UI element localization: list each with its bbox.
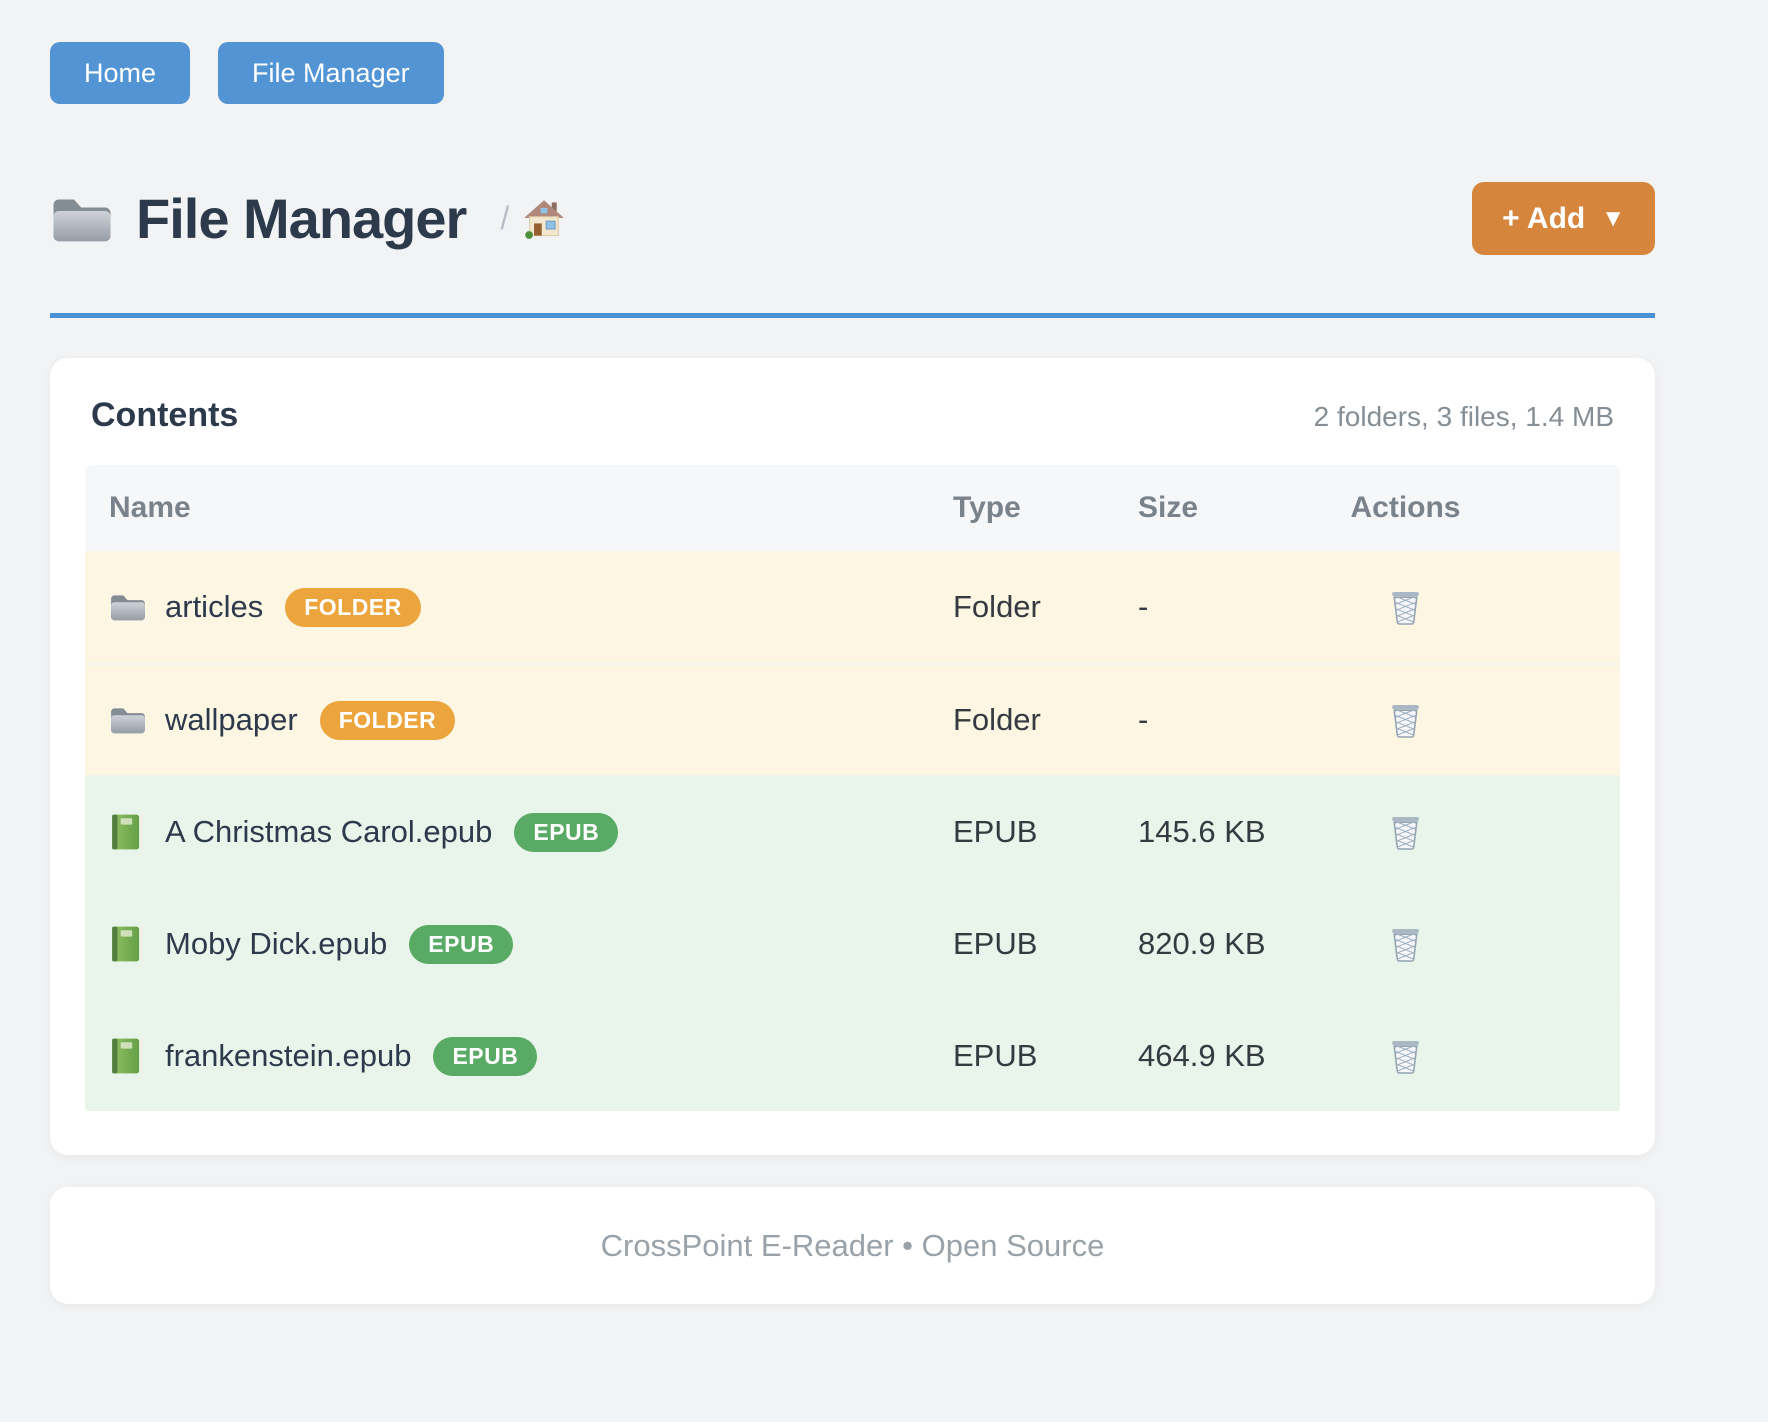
epub-badge: EPUB [409,924,514,964]
delete-button[interactable] [1386,586,1425,629]
folder-icon [53,198,111,241]
column-header-size: Size [1138,491,1199,524]
footer-text: CrossPoint E-Reader • Open Source [600,1227,1105,1263]
type-cell: Folder [953,702,1041,737]
file-name-link[interactable]: A Christmas Carol.epub [165,814,493,849]
contents-title: Contents [91,396,239,434]
table-row: A Christmas Carol.epub EPUB EPUB 145.6 K… [85,775,1620,887]
name-cell: wallpaper FOLDER [85,700,953,740]
delete-button[interactable] [1386,1035,1425,1078]
epub-badge: EPUB [514,812,619,852]
table-row: wallpaper FOLDER Folder - [85,663,1620,775]
table-row: Moby Dick.epub EPUB EPUB 820.9 KB [85,887,1620,999]
table-header-row: Name Type Size Actions [85,465,1620,551]
contents-summary: 2 folders, 3 files, 1.4 MB [1313,401,1614,432]
size-cell: - [1138,702,1149,737]
page-container: Home File Manager File Manager / [50,42,1655,1304]
book-icon [112,1038,143,1074]
type-cell: EPUB [953,1038,1038,1073]
name-cell: Moby Dick.epub EPUB [85,924,953,964]
footer-card: CrossPoint E-Reader • Open Source [50,1187,1655,1304]
size-cell: 145.6 KB [1138,814,1266,849]
name-cell: frankenstein.epub EPUB [85,1036,953,1076]
trash-icon [1392,704,1419,738]
file-manager-button[interactable]: File Manager [218,42,444,104]
title-group: File Manager / [50,186,565,251]
caret-down-icon: ▼ [1601,204,1625,232]
trash-icon [1392,928,1419,962]
type-cell: Folder [953,589,1041,624]
type-cell: EPUB [953,926,1038,961]
breadcrumb-separator: / [500,200,510,236]
delete-button[interactable] [1386,811,1425,854]
folder-name-link[interactable]: wallpaper [165,702,298,737]
title-divider [50,313,1655,318]
column-header-type: Type [953,491,1021,524]
contents-card: Contents 2 folders, 3 files, 1.4 MB Name… [50,358,1655,1155]
file-table: Name Type Size Actions articles FOLDER F… [85,465,1620,1111]
trash-icon [1392,591,1419,625]
folder-icon [111,708,145,734]
table-row: frankenstein.epub EPUB EPUB 464.9 KB [85,999,1620,1111]
epub-badge: EPUB [433,1036,538,1076]
book-icon [112,926,143,962]
name-cell: A Christmas Carol.epub EPUB [85,812,953,852]
name-cell: articles FOLDER [85,587,953,627]
folder-icon [111,595,145,621]
file-name-link[interactable]: Moby Dick.epub [165,926,388,961]
column-header-name: Name [109,491,191,524]
home-button[interactable]: Home [50,42,191,104]
folder-badge: FOLDER [319,700,456,740]
breadcrumb: / [500,199,565,239]
table-row: articles FOLDER Folder - [85,551,1620,663]
home-icon[interactable] [523,199,565,239]
size-cell: - [1138,589,1149,624]
book-icon [112,814,143,850]
add-button-label: + Add [1502,201,1586,235]
type-cell: EPUB [953,814,1038,849]
size-cell: 820.9 KB [1138,926,1266,961]
size-cell: 464.9 KB [1138,1038,1266,1073]
delete-button[interactable] [1386,923,1425,966]
folder-name-link[interactable]: articles [165,589,264,624]
page-header: File Manager / + Add ▼ [50,182,1655,255]
page-title: File Manager [136,187,467,250]
contents-card-header: Contents 2 folders, 3 files, 1.4 MB [85,396,1620,435]
file-name-link[interactable]: frankenstein.epub [165,1038,412,1073]
trash-icon [1392,816,1419,850]
top-nav: Home File Manager [50,42,1655,104]
trash-icon [1392,1040,1419,1074]
add-button[interactable]: + Add ▼ [1472,182,1655,255]
column-header-actions: Actions [1350,491,1461,524]
delete-button[interactable] [1386,699,1425,742]
folder-badge: FOLDER [285,587,421,627]
